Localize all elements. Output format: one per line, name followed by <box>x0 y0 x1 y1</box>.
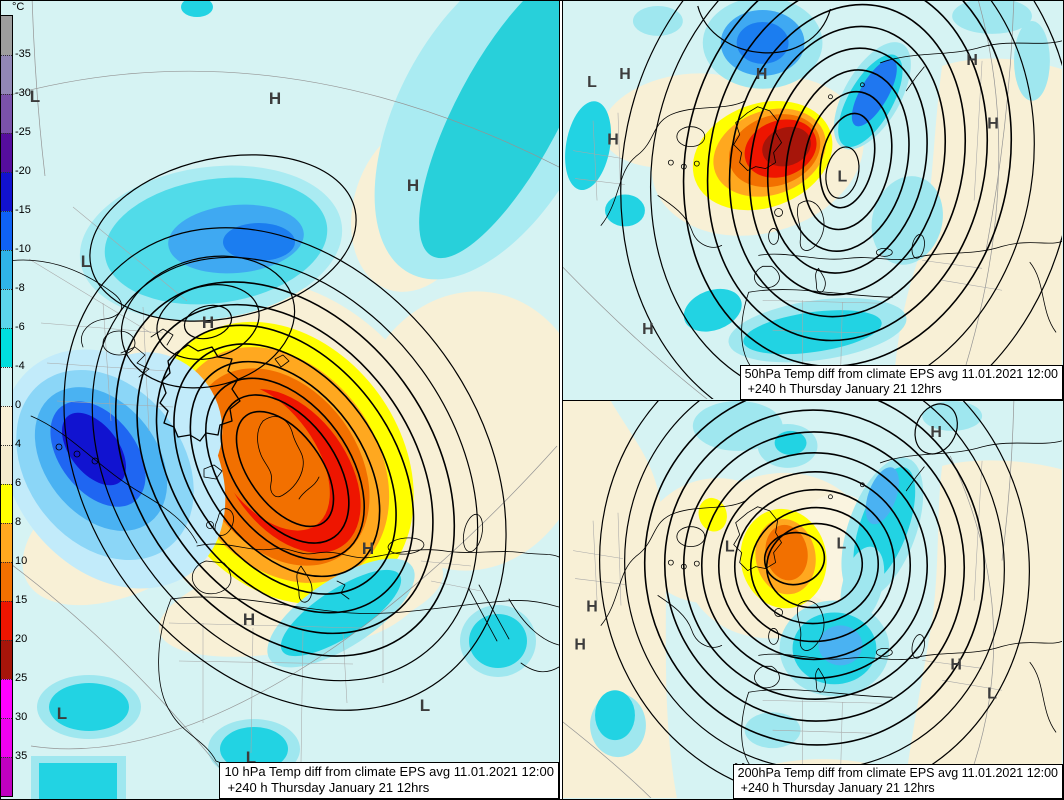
pressure-marker-h: H <box>642 321 654 338</box>
pressure-marker-l: L <box>587 74 597 91</box>
pressure-marker-l: L <box>246 748 256 767</box>
pressure-marker-h: H <box>619 66 631 83</box>
pressure-marker-h: H <box>950 656 962 673</box>
map-10hpa: L H H L H H H L L L <box>1 1 559 799</box>
caption-50hpa-line1: 50hPa Temp diff from climate EPS avg 11.… <box>744 366 1058 381</box>
map-panel-200hpa: HLLHHHLH 200hPa Temp diff from climate E… <box>562 401 1063 799</box>
caption-50hpa: 50hPa Temp diff from climate EPS avg 11.… <box>739 364 1063 400</box>
caption-50hpa-line2: +240 h Thursday January 21 12hrs <box>747 381 942 396</box>
pressure-marker-h: H <box>362 539 374 558</box>
pressure-marker-l: L <box>81 252 91 271</box>
map-200hpa: HLLHHHLH <box>563 401 1062 798</box>
pressure-marker-l: L <box>30 87 40 106</box>
pressure-marker-h: H <box>407 176 419 195</box>
caption-200hpa: 200hPa Temp diff from climate EPS avg 11… <box>732 763 1063 799</box>
caption-10hpa: 10 hPa Temp diff from climate EPS avg 11… <box>219 762 559 799</box>
pressure-marker-h: H <box>607 132 619 149</box>
caption-200hpa-line1: 200hPa Temp diff from climate EPS avg 11… <box>737 765 1058 780</box>
pressure-marker-h: H <box>586 598 598 615</box>
caption-200hpa-line2: +240 h Thursday January 21 12hrs <box>740 780 935 795</box>
pressure-marker-l: L <box>57 704 67 723</box>
pressure-marker-l: L <box>725 539 735 556</box>
pressure-marker-l: L <box>837 536 847 553</box>
pressure-marker-l: L <box>420 696 430 715</box>
pressure-marker-l: L <box>987 685 997 702</box>
pressure-marker-h: H <box>269 89 281 108</box>
caption-10hpa-line2: +240 h Thursday January 21 12hrs <box>227 780 430 796</box>
map-50hpa: L H H H L H H H <box>563 1 1062 399</box>
pressure-marker-h: H <box>756 66 768 83</box>
caption-10hpa-line1: 10 hPa Temp diff from climate EPS avg 11… <box>224 764 554 780</box>
pressure-marker-l: L <box>838 169 848 186</box>
pressure-marker-h: H <box>966 52 978 69</box>
pressure-marker-h: H <box>574 636 586 653</box>
map-panel-50hpa: L H H H L H H H 50hPa Temp diff from climate EP… <box>562 1 1063 401</box>
pressure-marker-h: H <box>930 424 942 441</box>
pressure-marker-h: H <box>202 313 214 332</box>
pressure-marker-h: H <box>243 610 255 629</box>
pressure-marker-h: H <box>987 116 999 133</box>
